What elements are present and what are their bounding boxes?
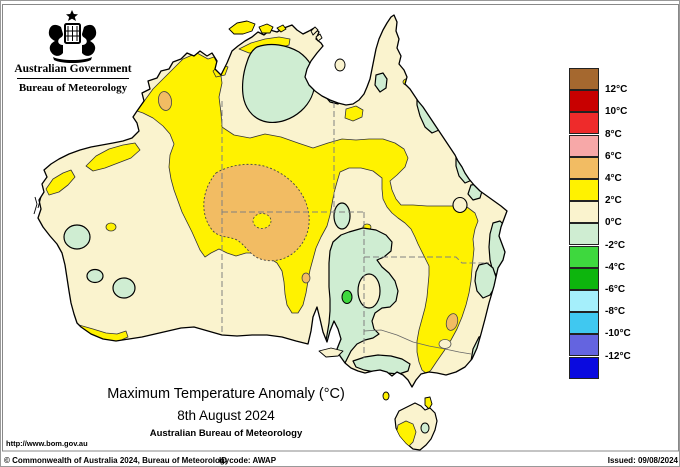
map-panel-border [2,4,679,452]
anomaly-ring-cream-qld [452,196,468,214]
map-date: 8th August 2024 [177,408,275,423]
anomaly-hole-cream-in-nsw-yellow [438,339,452,349]
australia-coastline [37,14,508,388]
anomaly-region-orange-centre [203,163,310,262]
logo-divider [17,78,129,79]
issued-date-text: Issued: 09/08/2024 [607,456,678,465]
state-border-lines [221,101,489,358]
footer-row: © Commonwealth of Australia 2024, Bureau… [1,455,679,466]
anomaly-fill-layer [38,15,507,387]
bureau-title: Bureau of Meteorology [18,82,128,94]
islands [228,20,433,410]
id-code-text: ID code: AWAP [219,456,277,465]
gov-title: Australian Government [14,63,132,75]
anomaly-region-green-pocket [341,290,353,304]
map-title: Maximum Temperature Anomaly (°C) [107,386,345,402]
state-border-murray [363,329,472,355]
copyright-text: © Commonwealth of Australia 2024, Bureau… [4,456,230,465]
title-block: Maximum Temperature Anomaly (°C) 8th Aug… [76,386,376,439]
tasmania [394,402,438,451]
map-source: Australian Bureau of Meteorology [149,428,303,439]
coat-of-arms-icon [48,10,97,63]
anomaly-hole-cream-in-green [357,273,381,309]
logo-block: Australian Government Bureau of Meteorol… [11,7,135,94]
shark-bay-inlets [33,196,42,215]
bom-url: http://www.bom.gov.au [6,439,88,448]
anomaly-region-palegreen-tasmania [420,422,430,434]
anomaly-hole-yellow-in-orange [252,213,272,229]
anomaly-region-orange-dots [157,91,459,331]
